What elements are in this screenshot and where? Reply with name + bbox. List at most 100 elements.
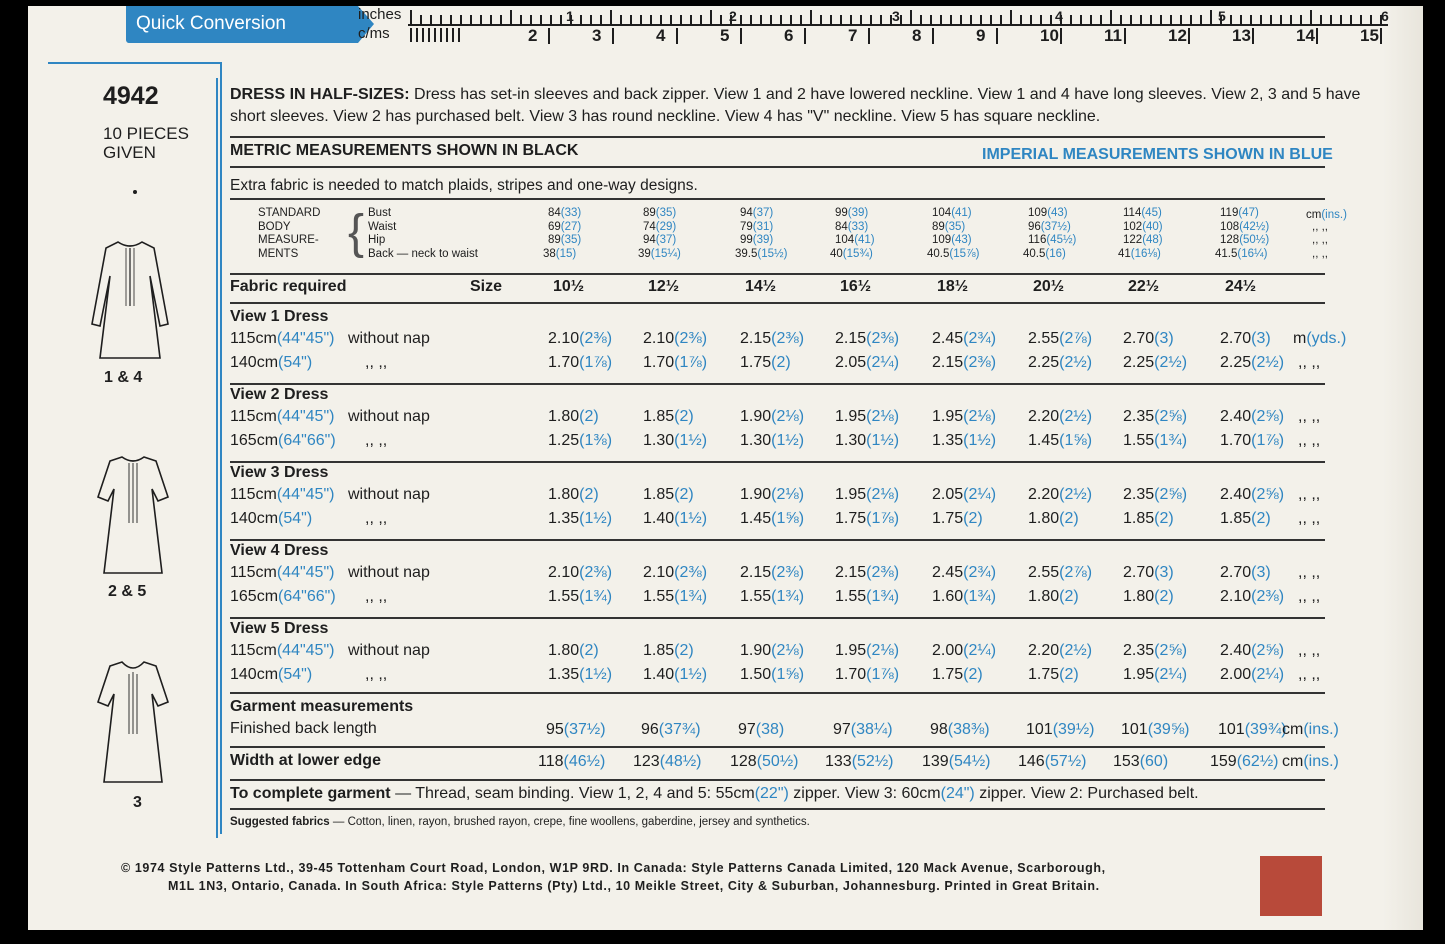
ruler-tick <box>1200 15 1202 24</box>
metric-value: 2.10 <box>548 564 580 581</box>
ruler-tick <box>1100 15 1102 24</box>
ruler-tick <box>580 15 582 24</box>
ditto-mark: ,, ,, <box>1298 510 1321 527</box>
metric-value: 2.25 <box>1028 354 1060 371</box>
ruler-tick <box>870 15 872 24</box>
measurement-value: 41(16⅛) <box>1118 248 1161 260</box>
measurement-value: 94(37) <box>740 207 773 219</box>
imperial-value: (45½) <box>1046 234 1077 246</box>
imperial-value: (1⅞) <box>866 510 900 527</box>
ruler-tick <box>1060 15 1062 24</box>
dress-figure-short-sleeve <box>97 456 169 574</box>
fabric-amount: 2.05(2¼) <box>835 354 899 372</box>
metric-value: 2.15 <box>740 564 772 581</box>
metric-value: 1.95 <box>835 642 867 659</box>
metric-value: 1.30 <box>643 432 675 449</box>
imperial-value: (37¾) <box>658 721 701 738</box>
metric-value: 1.85 <box>1123 510 1155 527</box>
imperial-value: (2⅜) <box>963 354 997 371</box>
ruler-tick <box>1050 15 1052 24</box>
ruler-tick <box>950 15 952 24</box>
imperial-value: (2⅛) <box>866 408 900 425</box>
fabric-amount: 1.75(2) <box>932 510 983 528</box>
metric-value: 2.10 <box>643 564 675 581</box>
view-title: View 5 Dress <box>230 620 329 637</box>
ruler-tick <box>570 15 572 24</box>
ruler-tick <box>710 10 712 24</box>
imperial-value: (2) <box>674 642 694 659</box>
back-length-unit: cm(ins.) <box>1282 721 1339 739</box>
ruler-tick <box>1040 15 1042 24</box>
ruler-cm-number: 6 <box>784 26 794 45</box>
imperial-value: (1⅝) <box>1059 432 1093 449</box>
metric-value: 1.95 <box>835 408 867 425</box>
description-heading: DRESS IN HALF-SIZES: <box>230 86 410 103</box>
measurement-value: 41.5(16¼) <box>1215 248 1267 260</box>
measurement-value: 40.5(16) <box>1023 248 1066 260</box>
ruler-cm-number: 12 <box>1168 26 1187 45</box>
complete-garment-label: To complete garment <box>230 785 391 802</box>
measurements-label: MEASURE- <box>258 234 319 246</box>
metric-value: 1.95 <box>835 486 867 503</box>
fabric-amount: 2.25(2½) <box>1123 354 1187 372</box>
imperial-value: (39¾) <box>1244 721 1287 738</box>
metric-value: 114 <box>1123 207 1142 219</box>
ruler-tick <box>1340 15 1342 24</box>
fabric-amount: 2.10(2⅜) <box>643 564 707 582</box>
metric-value: 40 <box>830 247 843 260</box>
imperial-value: (3) <box>1251 330 1271 347</box>
measurement-value: 109(43) <box>932 234 972 246</box>
metric-value: 96 <box>1028 220 1041 233</box>
imperial-value: (50½) <box>1239 234 1270 246</box>
metric-value: 2.10 <box>548 330 580 347</box>
metric-value: 1.55 <box>740 588 772 605</box>
imperial-value: (2) <box>963 666 983 683</box>
imperial-value: (2⅜) <box>1251 588 1285 605</box>
metric-value: 1.70 <box>835 666 867 683</box>
imperial-value: (2⅛) <box>866 642 900 659</box>
ruler-cm-tick <box>932 28 934 44</box>
measurement-value: 40(15¾) <box>830 248 873 260</box>
imperial-value: (39½) <box>1052 721 1095 738</box>
ruler-tick <box>860 15 862 24</box>
ruler-cm-number: 15 <box>1360 26 1379 45</box>
metric-value: 1.55 <box>548 588 580 605</box>
fabric-amount: 1.85(2) <box>1123 510 1174 528</box>
complete-garment-line: To complete garment — Thread, seam bindi… <box>230 785 1199 803</box>
ruler-unit-cms: c/ms <box>358 25 390 42</box>
rule <box>230 808 1325 810</box>
bullet-dot <box>133 190 137 194</box>
ruler-tick <box>800 15 802 24</box>
measurement-value: 104(41) <box>835 234 875 246</box>
ruler-cm-number: 7 <box>848 26 858 45</box>
ruler-cm-tick <box>612 28 614 44</box>
unit-metric: cm <box>1282 721 1304 738</box>
back-length-value: 101(39½) <box>1026 721 1095 739</box>
ruler-inch-number: 4 <box>1055 8 1063 24</box>
fabric-amount: 2.70(3) <box>1220 330 1271 348</box>
fabric-amount: 1.80(2) <box>548 486 599 504</box>
ditto-mark: ,, ,, <box>1298 564 1321 581</box>
complete-text-c: zipper. View 2: Purchased belt. <box>974 785 1199 802</box>
fabric-amount: 2.40(2⅝) <box>1220 642 1284 660</box>
color-swatch <box>1260 856 1322 916</box>
ruler-tick <box>1030 15 1032 24</box>
fabric-amount: 1.25(1⅜) <box>548 432 612 450</box>
metric-value: 1.90 <box>740 642 772 659</box>
back-length-value: 101(39⅝) <box>1121 721 1190 739</box>
imperial-value: (2) <box>1059 588 1079 605</box>
ruler-cm-number: 8 <box>912 26 922 45</box>
pieces-given: 10 PIECES GIVEN <box>103 124 189 162</box>
imperial-value: (2⅜) <box>579 564 613 581</box>
metric-value: 133 <box>825 753 852 770</box>
fabric-amount: 1.55(1¾) <box>643 588 707 606</box>
fabric-amount: 1.40(1½) <box>643 510 707 528</box>
fabric-amount: 1.85(2) <box>643 642 694 660</box>
ruler-cm-tick <box>446 28 448 42</box>
ruler-tick <box>1380 15 1382 24</box>
metric-value: 1.70 <box>643 354 675 371</box>
imperial-value: (2) <box>771 354 791 371</box>
fabric-amount: 2.20(2½) <box>1028 486 1092 504</box>
imperial-value: (38⅜) <box>947 721 990 738</box>
